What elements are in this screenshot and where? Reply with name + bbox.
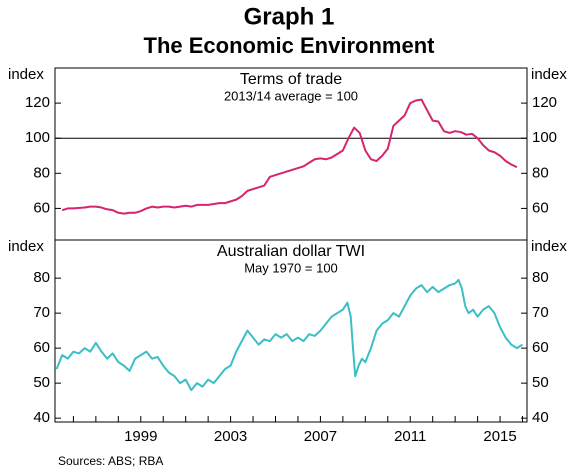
y-tick-label: 80	[33, 269, 50, 286]
y2-tick-label: 120	[532, 94, 557, 111]
x-tick-label: 1999	[124, 428, 157, 445]
y2-tick-label: 40	[532, 409, 549, 426]
panel-subtitle: May 1970 = 100	[244, 260, 338, 275]
y-tick-label: 40	[33, 409, 50, 426]
y-tick-label: 70	[33, 304, 50, 321]
y2-tick-label: 50	[532, 374, 549, 391]
y-axis-label: index	[8, 238, 44, 255]
y2-axis-label: index	[531, 238, 567, 255]
y2-axis-label: index	[531, 66, 567, 83]
y-tick-label: 100	[25, 129, 50, 146]
x-tick-label: 2003	[214, 428, 247, 445]
chart-title: Graph 1	[244, 3, 335, 30]
y2-tick-label: 60	[532, 339, 549, 356]
y2-tick-label: 80	[532, 269, 549, 286]
x-tick-label: 2011	[394, 428, 426, 445]
panel-frame	[54, 239, 528, 423]
panel-subtitle: 2013/14 average = 100	[224, 88, 358, 103]
y-axis-label: index	[8, 66, 44, 83]
series-line	[61, 98, 518, 215]
series-line	[55, 278, 524, 392]
source-note: Sources: ABS; RBA	[58, 454, 163, 468]
panel-title: Australian dollar TWI	[217, 243, 365, 260]
y-tick-label: 60	[33, 339, 50, 356]
x-tick-label: 2015	[483, 428, 516, 445]
y2-tick-label: 80	[532, 164, 549, 181]
y-tick-label: 80	[33, 164, 50, 181]
y-tick-label: 60	[33, 199, 50, 216]
y-tick-label: 120	[25, 94, 50, 111]
y2-tick-label: 60	[532, 199, 549, 216]
y2-tick-label: 70	[532, 304, 549, 321]
chart-subtitle: The Economic Environment	[144, 33, 436, 58]
y-tick-label: 50	[33, 374, 50, 391]
y2-tick-label: 100	[532, 129, 557, 146]
panel-title: Terms of trade	[240, 71, 342, 88]
x-tick-label: 2007	[304, 428, 337, 445]
